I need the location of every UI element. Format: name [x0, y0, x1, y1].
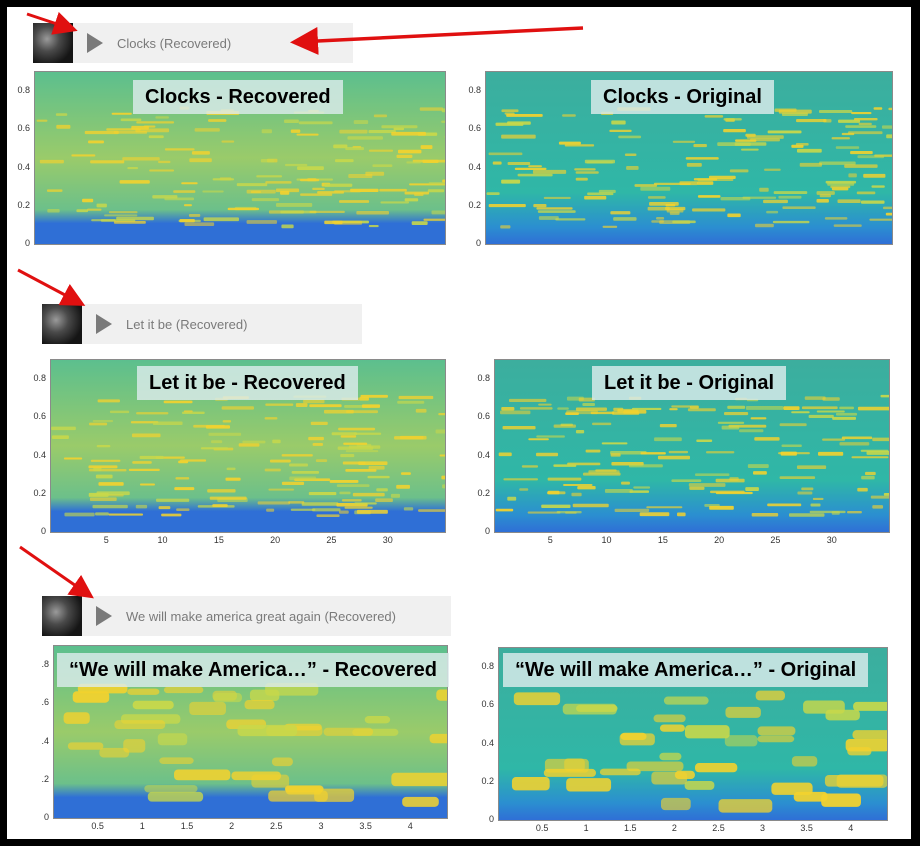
y-tick-label: .8	[41, 659, 49, 670]
arrow-icon	[17, 268, 86, 306]
y-tick-label: 0.6	[477, 411, 490, 422]
track-title: Clocks (Recovered)	[117, 35, 232, 51]
x-tick-label: 30	[826, 535, 837, 545]
y-tick-label: 0.2	[468, 199, 481, 210]
x-tick-label: 3	[760, 823, 766, 833]
y-tick-label: 0	[24, 238, 30, 248]
y-tick-label: 0.8	[481, 661, 494, 672]
plot-title: Clocks - Recovered	[133, 80, 343, 114]
arrow-icon	[26, 11, 78, 35]
y-tick-label: 0.6	[33, 411, 46, 422]
x-tick-label: 2	[671, 823, 677, 833]
y-tick-label: 0.6	[468, 123, 481, 134]
audio-player-america[interactable]: We will make america great again (Recove…	[42, 596, 451, 636]
x-tick-label: 2.5	[270, 821, 283, 831]
y-tick-label: 0.2	[17, 199, 30, 210]
y-tick-label: 0.8	[17, 85, 30, 96]
play-icon[interactable]	[96, 314, 112, 334]
plot-title: Let it be - Original	[592, 366, 787, 400]
y-tick-label: 0.8	[477, 373, 490, 384]
plot-title: Let it be - Recovered	[137, 366, 358, 400]
plot-title: Clocks - Original	[591, 80, 774, 114]
y-tick-label: 0	[475, 238, 481, 248]
y-tick-label: .6	[41, 697, 49, 708]
album-thumbnail	[42, 304, 82, 344]
y-tick-label: 0.2	[33, 487, 46, 498]
x-tick-label: 15	[657, 535, 668, 545]
x-tick-label: 2.5	[712, 823, 725, 833]
x-tick-label: 20	[714, 535, 725, 545]
x-tick-label: 10	[601, 535, 612, 545]
y-tick-label: 0.6	[481, 699, 494, 710]
y-tick-label: .4	[41, 735, 49, 746]
y-tick-label: 0.4	[17, 161, 30, 172]
x-tick-label: 15	[213, 535, 224, 545]
play-icon[interactable]	[87, 33, 103, 53]
x-tick-label: 1.5	[624, 823, 637, 833]
x-tick-label: 4	[407, 821, 413, 831]
y-tick-label: 0.8	[468, 85, 481, 96]
y-tick-label: 0	[43, 812, 49, 822]
x-tick-label: 3.5	[800, 823, 813, 833]
x-tick-label: 1.5	[180, 821, 194, 831]
track-title: We will make america great again (Recove…	[126, 608, 396, 624]
x-tick-label: 25	[326, 535, 337, 545]
annotation-arrows	[17, 11, 584, 599]
x-tick-label: 30	[382, 535, 393, 545]
x-tick-label: 0.5	[91, 821, 104, 831]
x-tick-label: 0.5	[535, 823, 549, 833]
y-tick-label: 0	[484, 526, 490, 536]
y-tick-label: 0.4	[468, 161, 481, 172]
y-tick-label: .2	[41, 773, 49, 784]
x-tick-label: 2	[229, 821, 235, 831]
x-tick-label: 25	[770, 535, 781, 545]
play-icon[interactable]	[96, 606, 112, 626]
y-tick-label: 0	[488, 814, 494, 824]
x-tick-label: 1	[139, 821, 145, 831]
x-tick-label: 1	[583, 823, 589, 833]
x-tick-label: 10	[157, 535, 168, 545]
x-tick-label: 3	[318, 821, 324, 831]
y-tick-label: 0.4	[33, 449, 46, 460]
y-tick-label: 0.6	[17, 123, 30, 134]
plot-title: “We will make America…” - Original	[503, 653, 869, 687]
x-tick-label: 5	[547, 535, 553, 545]
audio-player-let-it-be[interactable]: Let it be (Recovered)	[42, 304, 362, 344]
x-tick-label: 4	[848, 823, 854, 833]
x-tick-label: 5	[103, 535, 109, 545]
y-tick-label: 0.8	[33, 373, 46, 384]
arrow-icon	[290, 26, 584, 55]
y-tick-label: 0.2	[477, 487, 490, 498]
image-frame: Clocks (Recovered) Let it be (Recovered)…	[7, 7, 911, 839]
x-tick-label: 3.5	[359, 821, 372, 831]
track-title: Let it be (Recovered)	[126, 316, 248, 332]
x-tick-label: 20	[270, 535, 281, 545]
y-tick-label: 0.4	[477, 449, 490, 460]
spectrogram-image	[485, 71, 893, 245]
arrow-icon	[19, 545, 94, 599]
album-thumbnail	[42, 596, 82, 636]
y-tick-label: 0.2	[481, 775, 494, 786]
plot-title: “We will make America…” - Recovered	[57, 653, 449, 687]
y-tick-label: 0.4	[481, 737, 494, 748]
y-tick-label: 0	[40, 526, 46, 536]
